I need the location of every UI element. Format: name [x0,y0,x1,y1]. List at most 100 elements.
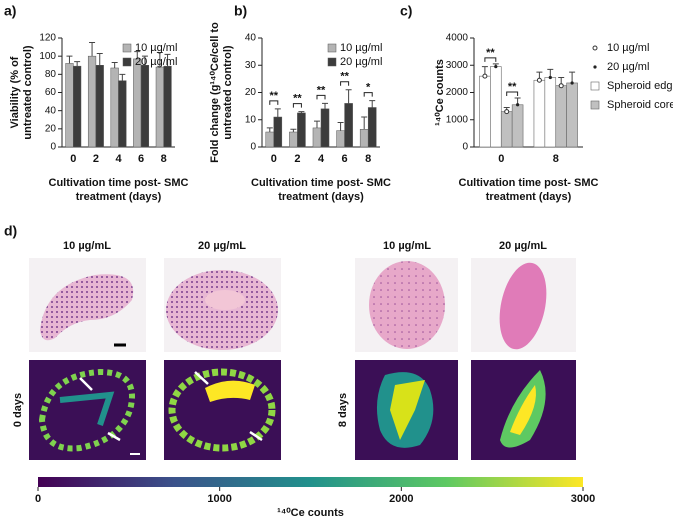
arrow [194,371,263,442]
bar [289,131,298,148]
error-bar [111,62,118,68]
heatmap-signal [168,368,276,452]
y-tick-label: 30 [245,60,257,71]
colorbar [38,477,583,487]
x-axis-title: Cultivation time post- SMC [49,177,189,189]
column-label: 10 µg/mL [63,240,111,252]
significance-label: * [366,82,371,94]
bar [65,63,74,148]
y-tick-label: 0 [462,142,468,153]
bar [367,107,377,148]
legend-label: 10 µg/ml [135,42,177,54]
bar [566,82,578,148]
y-tick-label: 20 [245,87,257,98]
y-tick-label: 60 [45,87,57,98]
x-tick-label: 8 [161,153,167,165]
x-tick-label: 0 [271,153,277,165]
legend-label: 20 µg/ml [607,61,649,73]
row-label: 0 days [12,393,24,427]
he-tissue [369,261,445,349]
significance-label: ** [486,47,495,59]
legend-label: 10 µg/ml [607,42,649,54]
error-bar [66,55,73,64]
y-tick-label: 20 [45,123,57,134]
significance-label: ** [340,71,349,83]
bar [555,85,567,148]
x-tick-label: 6 [342,153,348,165]
significance-bracket [506,91,519,96]
x-axis-title: treatment (days) [486,191,572,203]
error-bar [89,42,96,57]
error-bar [569,71,576,83]
bar [359,129,369,148]
x-axis-title: Cultivation time post- SMC [459,177,599,189]
bar [544,77,557,148]
bar [320,108,330,148]
y-tick-label: 40 [45,105,57,116]
x-tick-label: 0 [498,153,504,165]
significance-bracket [363,92,373,97]
x-axis-title: treatment (days) [76,191,162,203]
he-tissue [166,270,278,350]
x-tick-label: 2 [294,153,300,165]
bar [73,65,82,148]
heatmap-signal [510,385,536,435]
data-point [494,65,498,69]
arrow [79,377,121,442]
y-tick-label: 100 [39,51,56,62]
error-bar [74,61,81,67]
bar [273,116,283,148]
he-tissue [499,262,547,350]
panel-label: d) [4,223,17,239]
y-tick-label: 0 [50,142,56,153]
panel-label: b) [234,3,247,19]
bar [95,65,104,148]
heatmap-signal [38,368,135,452]
bar [163,65,172,148]
y-tick-label: 3000 [446,60,469,71]
bar [265,131,275,148]
bar [490,66,502,148]
bar [87,55,97,148]
x-tick-label: 1000 [207,493,231,505]
bar [312,127,322,148]
legend-swatch [590,81,600,91]
x-tick-label: 2 [93,153,99,165]
column-label: 20 µg/mL [198,240,246,252]
panel-label: a) [4,3,16,19]
bar [297,112,306,148]
x-tick-label: 6 [138,153,144,165]
y-tick-label: 120 [39,33,56,44]
colorbar-title: ¹⁴⁰Ce counts [277,507,344,519]
significance-bracket [292,103,302,108]
error-bar [345,89,352,104]
y-axis-title: Fold change (g¹⁴⁰Ce/cell to [209,22,221,163]
error-bar [266,127,273,133]
he-tissue [40,274,134,341]
significance-bracket [340,81,350,86]
legend-label: 20 µg/ml [135,56,177,68]
bar [500,111,513,148]
y-axis-title: untreated control) [222,45,234,139]
bar [511,104,524,148]
heatmap-signal [205,380,255,402]
bar [533,79,546,148]
x-axis-title: treatment (days) [278,191,364,203]
legend-swatch [122,57,132,67]
data-point [593,65,597,69]
bar [110,67,119,148]
data-point [570,81,574,85]
data-point [548,75,552,80]
significance-label: ** [293,92,302,104]
y-axis-title: Viability (% of [9,56,21,128]
legend-label: 10 µg/ml [340,42,382,54]
error-bar [298,111,305,113]
panel-label: c) [400,3,412,19]
y-axis-title: untreated control) [22,45,34,139]
error-bar [369,100,376,108]
y-tick-label: 40 [245,33,257,44]
data-point [482,73,488,79]
significance-label: ** [508,81,517,93]
y-tick-label: 80 [45,69,57,80]
bar [133,58,142,148]
